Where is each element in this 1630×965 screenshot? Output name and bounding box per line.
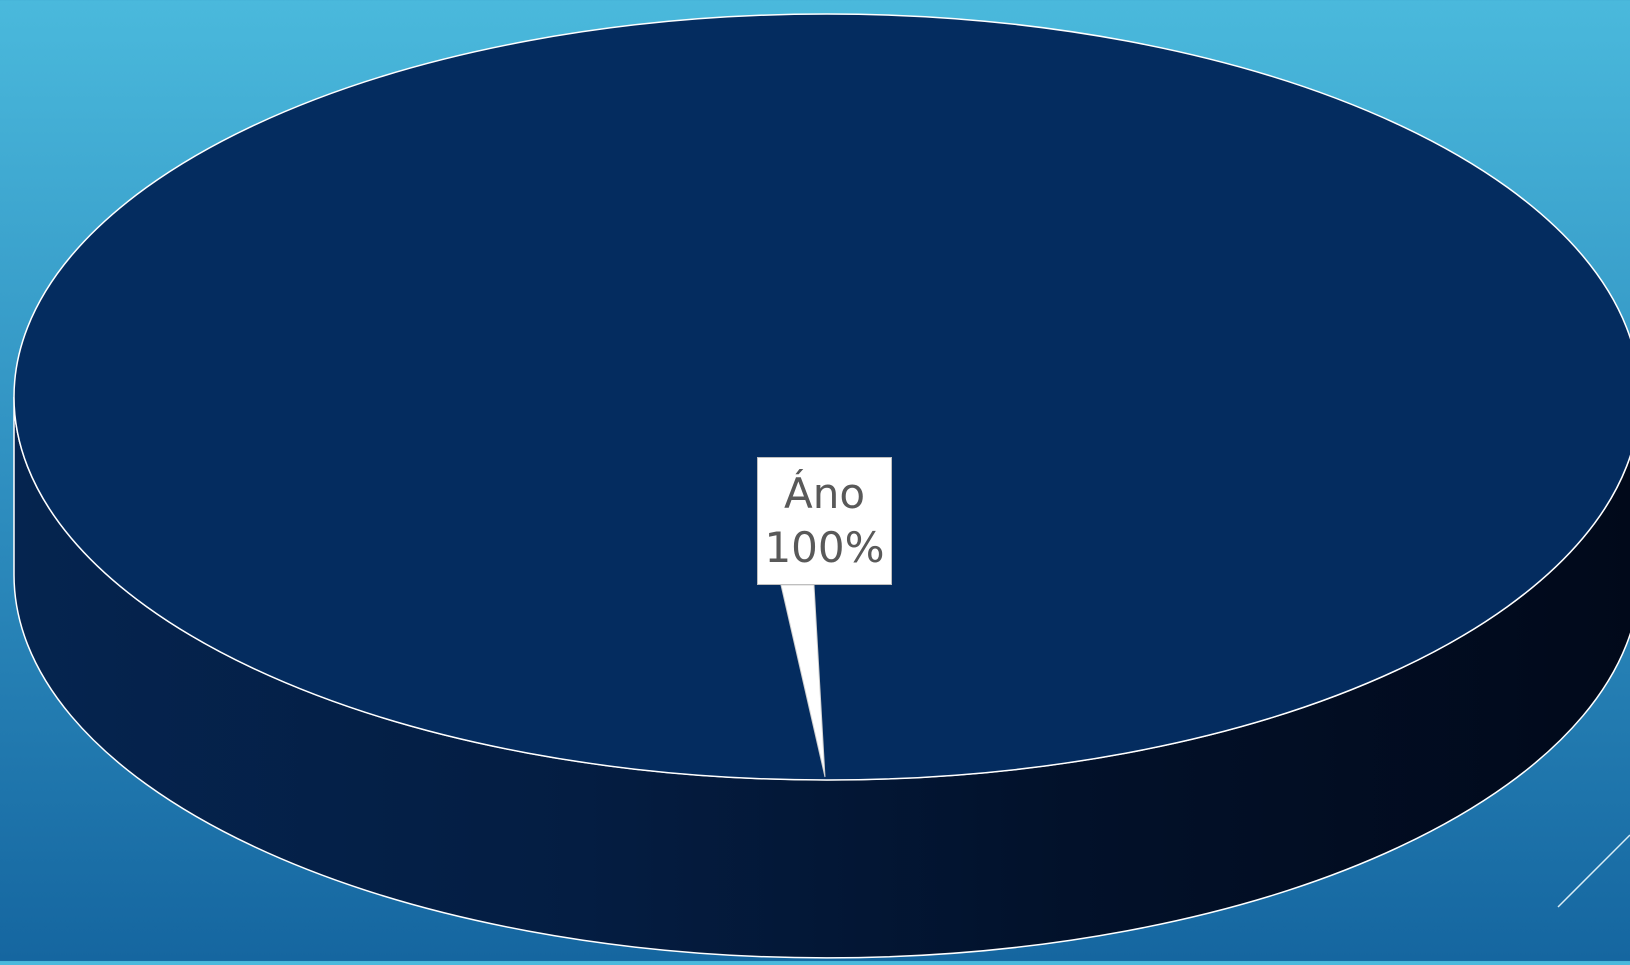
data-label-category: Áno: [783, 469, 866, 518]
decorative-line: [1557, 834, 1630, 908]
data-label: Áno 100%: [757, 457, 892, 585]
pie-slice-ano[interactable]: [13, 13, 1630, 781]
data-label-pointer: [780, 584, 826, 778]
data-label-percent: 100%: [764, 523, 885, 572]
